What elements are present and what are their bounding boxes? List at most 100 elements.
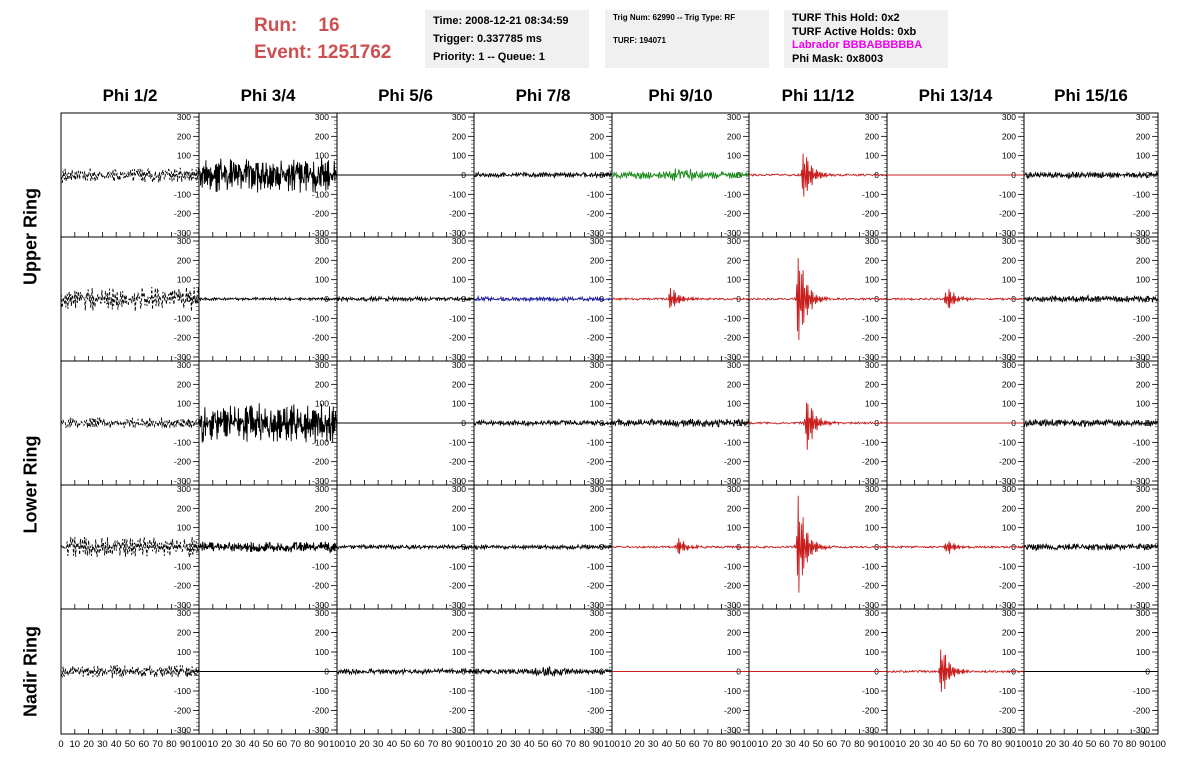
y-tick-label: -300 [587,476,604,486]
y-tick-label: 100 [727,151,741,161]
x-tick-label: 70 [152,739,163,750]
y-tick-label: -300 [1133,228,1150,238]
x-tick-label: 40 [1072,739,1083,750]
x-tick-label: 40 [387,739,398,750]
x-tick-label: 60 [277,739,288,750]
waveform-trace [886,288,1025,309]
y-tick-label: 200 [865,503,879,513]
y-tick-label: -200 [724,209,741,219]
y-tick-label: -200 [449,209,466,219]
waveform-trace [60,417,200,429]
x-tick-label: 20 [771,739,782,750]
y-tick-label: -100 [999,437,1016,447]
x-tick-label: 40 [799,739,810,750]
waveform-trace [336,295,475,303]
trig-info-box: Trig Num: 62990 -- Trig Type: RF TURF: 1… [605,10,769,68]
y-tick-label: -200 [312,581,329,591]
y-tick-label: -300 [999,600,1016,610]
y-tick-label: 300 [177,608,191,618]
y-tick-label: -300 [449,352,466,362]
y-tick-label: 200 [1136,628,1150,638]
y-tick-label: 300 [315,484,329,494]
y-tick-label: 100 [177,523,191,533]
x-tick-label: 70 [1113,739,1124,750]
y-tick-label: -200 [862,209,879,219]
y-tick-label: -100 [174,189,191,199]
y-tick-label: -300 [862,352,879,362]
y-tick-label: -300 [312,600,329,610]
y-tick-label: 100 [1136,647,1150,657]
y-tick-label: 100 [1002,399,1016,409]
y-tick-label: -100 [587,561,604,571]
turf-text: TURF: 194071 [613,36,666,45]
y-tick-label: 200 [315,131,329,141]
y-tick-label: -200 [862,457,879,467]
y-tick-label: -100 [449,189,466,199]
x-tick-label: 30 [373,739,384,750]
y-tick-label: 100 [177,151,191,161]
x-tick-label: 40 [249,739,260,750]
y-tick-label: -300 [724,476,741,486]
y-tick-label: 300 [177,360,191,370]
y-tick-label: 200 [177,503,191,513]
y-tick-label: 200 [315,379,329,389]
y-tick-label: 100 [1136,523,1150,533]
y-tick-label: 100 [452,647,466,657]
y-tick-label: 200 [177,379,191,389]
x-tick-label: 50 [538,739,549,750]
y-tick-label: 300 [865,608,879,618]
y-tick-label: 300 [1136,608,1150,618]
y-tick-label: -200 [449,333,466,343]
y-tick-label: -200 [312,333,329,343]
waveform-trace [198,541,338,555]
y-tick-label: 200 [727,255,741,265]
x-tick-label: 80 [1126,739,1137,750]
x-tick-label: 40 [524,739,535,750]
y-tick-label: -300 [312,228,329,238]
y-tick-label: 200 [590,255,604,265]
y-tick-label: -100 [724,437,741,447]
y-tick-label: -200 [587,209,604,219]
y-tick-label: -300 [587,228,604,238]
y-tick-label: 300 [590,608,604,618]
waveform-trace [611,418,750,428]
y-tick-label: 200 [865,628,879,638]
y-tick-label: 200 [727,131,741,141]
event-label: Event: [254,42,313,63]
y-tick-label: 100 [1136,275,1150,285]
y-tick-label: 300 [315,236,329,246]
column-title: Phi 13/14 [918,86,993,105]
y-tick-label: 200 [315,503,329,513]
turf-active-text: TURF Active Holds: 0xb [792,25,917,38]
x-tick-label: 20 [909,739,920,750]
y-tick-label: -200 [724,457,741,467]
waveform-trace [611,168,750,181]
y-tick-label: -200 [587,706,604,716]
x-tick-label: 70 [703,739,714,750]
x-tick-label: 70 [840,739,851,750]
x-tick-label: 10 [70,739,81,750]
x-tick-label: 100 [879,739,895,750]
x-tick-label: 90 [180,739,191,750]
y-tick-label: 100 [727,399,741,409]
x-tick-label: 20 [496,739,507,750]
y-tick-label: 200 [177,628,191,638]
x-tick-label: 90 [1005,739,1016,750]
y-tick-label: -200 [174,706,191,716]
y-tick-label: -100 [862,561,879,571]
waveform-trace [886,649,1025,692]
y-tick-label: -300 [449,725,466,735]
waveform-trace [473,294,613,304]
x-tick-label: 20 [1046,739,1057,750]
y-tick-label: 100 [727,647,741,657]
x-tick-label: 10 [620,739,631,750]
column-title: Phi 1/2 [102,86,158,105]
y-tick-label: -100 [587,189,604,199]
y-tick-label: 300 [1136,484,1150,494]
x-tick-label: 60 [964,739,975,750]
waveform-trace [1023,418,1159,428]
run-event-label: Run: 16 Event: 1251762 [254,12,391,66]
y-tick-label: 200 [1136,379,1150,389]
y-tick-label: -200 [587,457,604,467]
